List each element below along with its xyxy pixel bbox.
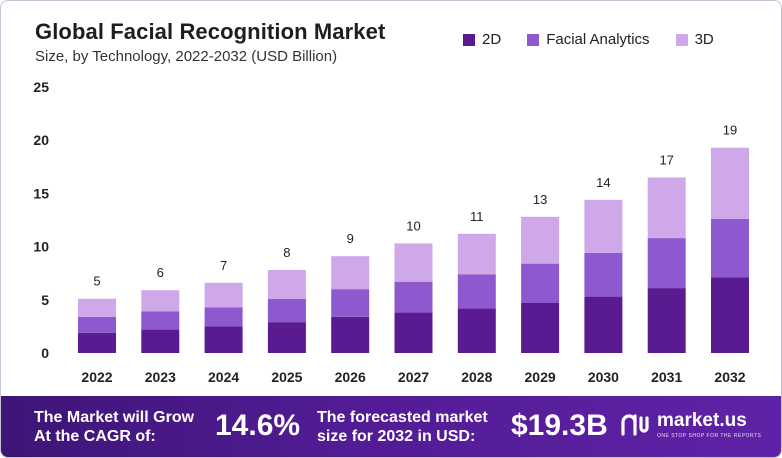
- forecast-caption-line-1: The forecasted market: [317, 409, 488, 426]
- bar-segment-facial-analytics: [78, 316, 116, 333]
- bar-segment-2d: [521, 302, 560, 353]
- legend-label-facial-analytics: Facial Analytics: [546, 31, 650, 48]
- bar-segment-3d: [711, 147, 749, 219]
- bar-total-label: 19: [723, 123, 737, 138]
- summary-banner: The Market will Grow At the CAGR of: 14.…: [1, 396, 781, 457]
- bar-segment-3d: [331, 256, 370, 290]
- legend-swatch-2d: [463, 33, 475, 46]
- bar-segment-2d: [141, 329, 180, 353]
- bar-segment-3d: [204, 282, 243, 308]
- cagr-value: 14.6%: [215, 409, 301, 442]
- cagr-caption-line-1: The Market will Grow: [34, 409, 195, 426]
- chart-legend: 2D Facial Analytics 3D: [463, 31, 714, 48]
- bar-segment-2d: [711, 277, 749, 353]
- x-tick-label: 2024: [208, 369, 239, 385]
- bar-segment-facial-analytics: [584, 252, 623, 297]
- chart-subtitle: Size, by Technology, 2022-2032 (USD Bill…: [35, 48, 338, 65]
- x-tick-label: 2030: [588, 369, 619, 385]
- logo-name: market.us: [657, 410, 747, 431]
- x-tick-label: 2026: [335, 369, 366, 385]
- x-tick-label: 2023: [145, 369, 176, 385]
- y-tick-label: 20: [33, 132, 49, 148]
- bar-segment-facial-analytics: [647, 238, 686, 289]
- bar-segment-facial-analytics: [521, 263, 560, 303]
- legend-label-2d: 2D: [482, 31, 502, 48]
- bar-total-label: 11: [470, 209, 484, 224]
- cagr-caption-line-2: At the CAGR of:: [34, 428, 156, 445]
- bar-segment-2d: [584, 296, 623, 353]
- bar-total-label: 10: [406, 218, 420, 233]
- y-tick-label: 5: [41, 292, 49, 308]
- bar-segment-facial-analytics: [141, 311, 180, 330]
- stacked-bar-chart: 0510152025520226202372024820259202610202…: [33, 79, 749, 385]
- bar-total-label: 14: [596, 175, 610, 190]
- bar-segment-2d: [78, 332, 116, 353]
- y-tick-label: 25: [33, 79, 49, 95]
- bar-total-label: 17: [659, 152, 673, 167]
- x-tick-label: 2022: [81, 369, 112, 385]
- x-tick-label: 2031: [651, 369, 682, 385]
- x-tick-label: 2028: [461, 369, 492, 385]
- logo-tagline: ONE STOP SHOP FOR THE REPORTS: [657, 433, 762, 439]
- bar-segment-2d: [647, 288, 686, 353]
- bar-segment-facial-analytics: [711, 218, 749, 278]
- bar-segment-2d: [204, 326, 243, 353]
- bar-total-label: 13: [533, 192, 547, 207]
- bar-segment-facial-analytics: [457, 274, 496, 309]
- bar-segment-3d: [584, 199, 623, 253]
- bar-segment-3d: [141, 290, 180, 312]
- bar-total-label: 7: [220, 258, 227, 273]
- bar-segment-3d: [78, 298, 116, 317]
- legend-label-3d: 3D: [694, 31, 714, 48]
- bar-segment-facial-analytics: [267, 298, 306, 323]
- legend-item-2d: 2D: [463, 31, 501, 48]
- chart-title: Global Facial Recognition Market: [35, 19, 386, 44]
- y-tick-label: 0: [41, 345, 49, 361]
- bar-segment-facial-analytics: [394, 281, 433, 313]
- x-tick-label: 2027: [398, 369, 429, 385]
- bar-segment-2d: [331, 316, 370, 353]
- legend-item-facial-analytics: Facial Analytics: [527, 31, 650, 48]
- x-tick-label: 2029: [525, 369, 556, 385]
- bar-total-label: 5: [93, 274, 100, 289]
- forecast-caption: The forecasted market size for 2032 in U…: [317, 408, 488, 446]
- bar-segment-facial-analytics: [331, 289, 370, 317]
- bar-segment-3d: [394, 243, 433, 282]
- bar-total-label: 9: [347, 231, 354, 246]
- bar-segment-3d: [521, 216, 560, 264]
- legend-swatch-facial-analytics: [527, 33, 540, 46]
- x-tick-label: 2025: [271, 369, 302, 385]
- x-tick-label: 2032: [714, 369, 745, 385]
- bar-segment-2d: [394, 312, 433, 353]
- y-tick-label: 15: [33, 185, 49, 201]
- bar-segment-2d: [267, 322, 306, 353]
- y-tick-label: 10: [33, 239, 49, 255]
- bar-segment-facial-analytics: [204, 307, 243, 327]
- bar-total-label: 6: [157, 265, 164, 280]
- forecast-caption-line-2: size for 2032 in USD:: [317, 428, 476, 445]
- legend-swatch-3d: [675, 33, 688, 46]
- bar-segment-3d: [647, 177, 686, 239]
- bar-segment-3d: [457, 233, 496, 275]
- market-us-logo: market.us ONE STOP SHOP FOR THE REPORTS: [619, 408, 769, 448]
- bar-segment-2d: [457, 308, 496, 353]
- forecast-value: $19.3B: [511, 409, 608, 442]
- legend-item-3d: 3D: [675, 31, 714, 48]
- market-us-logo-icon: [621, 414, 649, 436]
- cagr-caption: The Market will Grow At the CAGR of:: [34, 408, 194, 446]
- bar-segment-3d: [267, 270, 306, 299]
- bar-total-label: 8: [283, 245, 290, 260]
